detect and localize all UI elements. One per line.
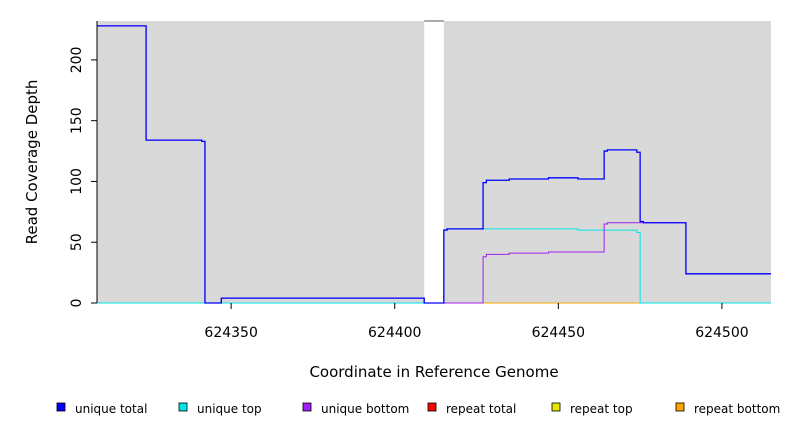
legend-item-repeat-bottom: repeat bottom bbox=[675, 402, 780, 416]
legend-swatch bbox=[302, 402, 312, 412]
x-tick-label: 624400 bbox=[368, 325, 421, 341]
axes: 0 50 100 150 200 624350 624400 624450 624500 bbox=[69, 21, 749, 341]
y-axis-title: Read Coverage Depth bbox=[23, 80, 41, 245]
legend-label: repeat total bbox=[446, 402, 516, 416]
y-tick-label: 200 bbox=[69, 47, 85, 74]
shaded-region-1 bbox=[443, 21, 771, 303]
y-tick-label: 100 bbox=[69, 168, 85, 195]
shaded-region-0 bbox=[97, 21, 425, 303]
x-tick-label: 624500 bbox=[695, 325, 748, 341]
legend-item-repeat-total: repeat total bbox=[427, 402, 516, 416]
legend-swatch bbox=[551, 402, 561, 412]
x-tick-label: 624450 bbox=[532, 325, 585, 341]
series-lines bbox=[97, 25, 771, 304]
legend-label: unique total bbox=[75, 402, 147, 416]
legend-item-unique-top: unique top bbox=[178, 402, 262, 416]
legend-swatch bbox=[178, 402, 188, 412]
legend: unique total unique top unique bottom repea… bbox=[56, 402, 780, 416]
legend-label: unique top bbox=[197, 402, 262, 416]
legend-swatch bbox=[427, 402, 437, 412]
legend-swatch bbox=[56, 402, 66, 412]
x-tick-label: 624350 bbox=[204, 325, 257, 341]
legend-item-unique-bottom: unique bottom bbox=[302, 402, 409, 416]
legend-label: repeat bottom bbox=[694, 402, 780, 416]
series-line-unique-total bbox=[97, 25, 771, 304]
legend-item-repeat-top: repeat top bbox=[551, 402, 633, 416]
legend-swatch bbox=[675, 402, 685, 412]
y-tick-label: 150 bbox=[69, 107, 85, 134]
legend-item-unique-total: unique total bbox=[56, 402, 147, 416]
shaded-regions bbox=[97, 20, 771, 303]
x-axis-title: Coordinate in Reference Genome bbox=[309, 363, 558, 381]
legend-label: unique bottom bbox=[321, 402, 409, 416]
legend-label: repeat top bbox=[570, 402, 633, 416]
y-tick-label: 0 bbox=[69, 299, 85, 308]
y-tick-label: 50 bbox=[69, 233, 85, 251]
